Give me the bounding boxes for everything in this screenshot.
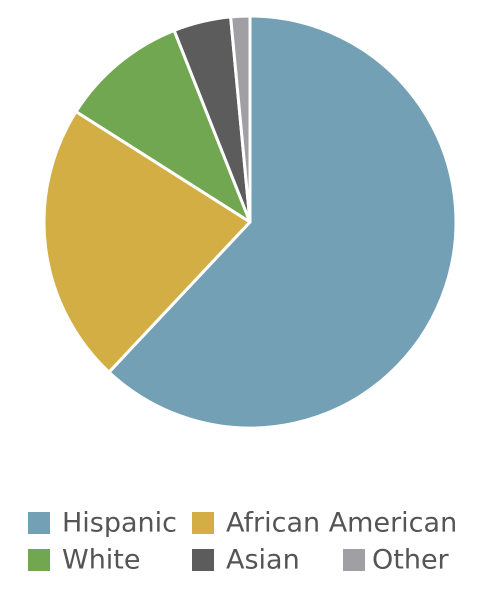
pie-slice bbox=[107, 14, 458, 430]
legend-swatch bbox=[192, 549, 214, 571]
legend-label: Other bbox=[372, 545, 450, 576]
legend-label: African American bbox=[226, 508, 457, 539]
legend-label: Asian bbox=[226, 545, 300, 576]
pie-slice bbox=[42, 110, 252, 374]
legend-swatch bbox=[192, 512, 214, 534]
legend-swatch bbox=[28, 549, 50, 571]
pie-slice bbox=[74, 28, 252, 224]
legend-label: White bbox=[62, 545, 141, 576]
legend-swatch bbox=[343, 549, 365, 571]
legend-swatch bbox=[28, 512, 50, 534]
pie-slice bbox=[229, 14, 252, 224]
legend-label: Hispanic bbox=[62, 508, 177, 539]
